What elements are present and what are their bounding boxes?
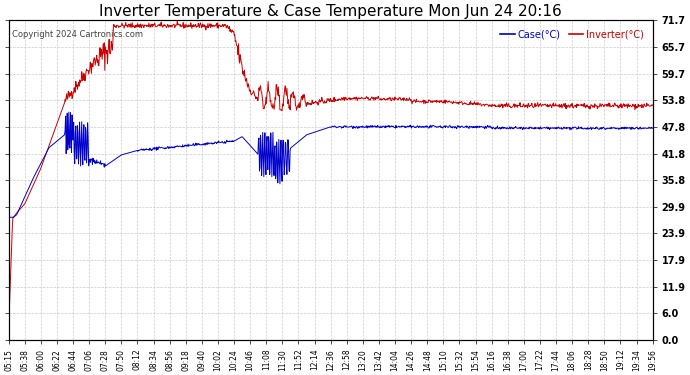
- Title: Inverter Temperature & Case Temperature Mon Jun 24 20:16: Inverter Temperature & Case Temperature …: [99, 4, 562, 19]
- Legend: Case(°C), Inverter(°C): Case(°C), Inverter(°C): [496, 25, 648, 43]
- Text: Copyright 2024 Cartronics.com: Copyright 2024 Cartronics.com: [12, 30, 143, 39]
